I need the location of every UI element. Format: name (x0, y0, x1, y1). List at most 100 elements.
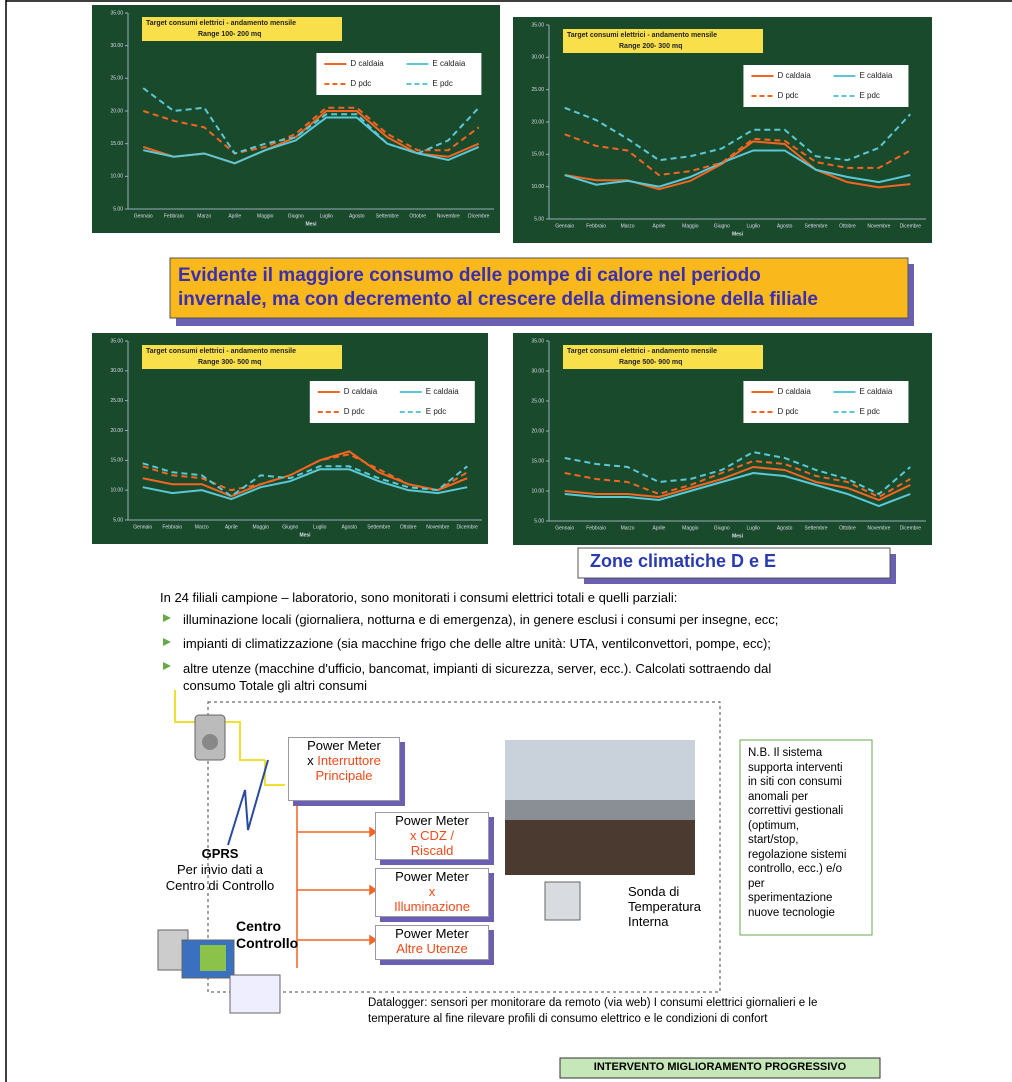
x-tick-label: Dicembre (468, 213, 490, 219)
x-tick-label: Aprile (225, 524, 238, 530)
legend-label: E caldaia (859, 71, 892, 80)
y-tick-label: 5.00 (534, 216, 544, 222)
gprs-line: Centro di Controllo (165, 878, 275, 893)
chart-subtitle: Range 200- 300 mq (619, 43, 682, 50)
x-tick-label: Novembre (437, 213, 460, 219)
x-tick-label: Dicembre (900, 223, 922, 229)
x-tick-label: Luglio (747, 223, 761, 229)
data-line (142, 450, 468, 498)
gprs: GPRS Per invio dati a Centro di Controll… (160, 846, 280, 894)
x-tick-label: Dicembre (457, 524, 479, 530)
y-tick-label: 30.00 (531, 368, 544, 374)
meter-title: Power Meter (395, 813, 469, 828)
x-tick-label: Settembre (376, 213, 399, 219)
datalogger: Datalogger: sensori per monitorare da re… (368, 995, 817, 1027)
note-line: (optimum, (748, 819, 800, 832)
chart-subtitle: Range 300- 500 mq (198, 359, 261, 366)
sensor-line: Temperatura (628, 899, 701, 914)
note: N.B. Il sistema supporta interventi in sit… (748, 746, 846, 920)
title-box (142, 17, 342, 41)
x-tick-label: Luglio (320, 213, 334, 219)
x-tick-label: Giugno (288, 213, 304, 219)
chart-background (513, 17, 932, 243)
y-tick-label: 5.00 (113, 206, 123, 212)
chart: 5.00 10.00 15.00 20.00 25.00 30.00 35.00 Gennai… (92, 333, 488, 544)
x-tick-label: Marzo (195, 524, 209, 530)
bullet-line: consumo Totale gli altri consumi (183, 678, 368, 693)
y-tick-label: 30.00 (531, 55, 544, 61)
legend (316, 53, 482, 95)
y-tick-label: 25.00 (110, 76, 123, 82)
title-box (563, 345, 763, 369)
data-line (564, 459, 911, 499)
note-line: anomali per (748, 790, 809, 803)
legend-label: D pdc (777, 91, 798, 100)
legend-label: D pdc (777, 407, 798, 416)
y-tick-label: 20.00 (531, 428, 544, 434)
title-box (563, 29, 763, 53)
x-tick-label: Gennaio (134, 213, 153, 219)
x-tick-label: Ottobre (839, 223, 856, 229)
x-tick-label: Marzo (621, 525, 635, 531)
gprs-line: Per invio dati a (177, 862, 263, 877)
legend-label: E caldaia (859, 387, 892, 396)
legend-label: D caldaia (350, 59, 384, 68)
legend-label: E caldaia (432, 59, 465, 68)
power-meter: Power Meter x Illuminazione (375, 868, 489, 917)
x-tick-label: Ottobre (400, 524, 417, 530)
meter-title: Power Meter (307, 738, 381, 753)
chart: 5.00 10.00 15.00 20.00 25.00 30.00 35.00 Gennai… (92, 5, 500, 233)
x-tick-label: Febbraio (586, 525, 606, 531)
bullet: illuminazione locali (giornaliera, nottu… (183, 612, 779, 627)
datalogger-line: Datalogger: sensori per monitorare da re… (368, 997, 818, 1009)
legend-label: D pdc (344, 407, 365, 416)
sensor: Sonda di Temperatura Interna (628, 884, 701, 929)
legend-label: E pdc (859, 91, 879, 100)
data-line (564, 149, 911, 188)
data-line (564, 140, 911, 191)
y-tick-label: 25.00 (110, 398, 123, 404)
power-meter: Power Meter x Interruttore Principale (288, 737, 400, 801)
chart-title: Target consumi elettrici - andamento men… (146, 20, 296, 27)
data-line (564, 465, 911, 502)
bullet-line: altre utenze (macchine d'ufficio, bancom… (183, 661, 772, 676)
x-tick-label: Aprile (653, 223, 666, 229)
y-tick-label: 20.00 (110, 428, 123, 434)
y-tick-label: 35.00 (110, 338, 123, 344)
data-line (564, 133, 911, 177)
y-tick-label: 20.00 (110, 108, 123, 114)
power-meter: Power Meter Altre Utenze (375, 925, 489, 960)
x-tick-label: Luglio (747, 525, 761, 531)
x-tick-label: Febbraio (586, 223, 606, 229)
legend-label: E pdc (859, 407, 879, 416)
power-meter: Power Meter x CDZ / Riscald (375, 812, 489, 860)
x-tick-label: Febbraio (164, 213, 184, 219)
y-tick-label: 15.00 (110, 141, 123, 147)
note-line: sperimentazione (748, 892, 833, 904)
x-tick-label: Novembre (426, 524, 449, 530)
y-tick-label: 10.00 (531, 488, 544, 494)
meter-detail-line: x CDZ / (409, 828, 455, 843)
legend (743, 381, 909, 423)
chart-title: Target consumi elettrici - andamento men… (567, 348, 717, 355)
data-line (564, 106, 912, 162)
y-tick-label: 10.00 (110, 174, 123, 180)
data-line (142, 453, 468, 492)
data-line (564, 471, 911, 508)
meter-detail-line: x (428, 884, 436, 899)
intro: In 24 filiali campione – laboratorio, so… (160, 590, 678, 605)
data-line (142, 87, 480, 155)
data-line (143, 116, 480, 165)
note-line: correttivi gestionali (748, 805, 844, 817)
x-tick-label: Aprile (228, 213, 241, 219)
legend-label: D caldaia (777, 71, 811, 80)
sensor-line: Sonda di (628, 884, 680, 899)
control-center: Centro Controllo (236, 918, 298, 952)
x-tick-label: Agosto (341, 524, 357, 530)
legend-label: E pdc (432, 79, 452, 88)
meter-detail-line: Illuminazione (394, 899, 470, 914)
x-tick-label: Gennaio (133, 524, 152, 530)
legend-label: E pdc (426, 407, 446, 416)
x-axis-label: Mesi (305, 221, 317, 227)
